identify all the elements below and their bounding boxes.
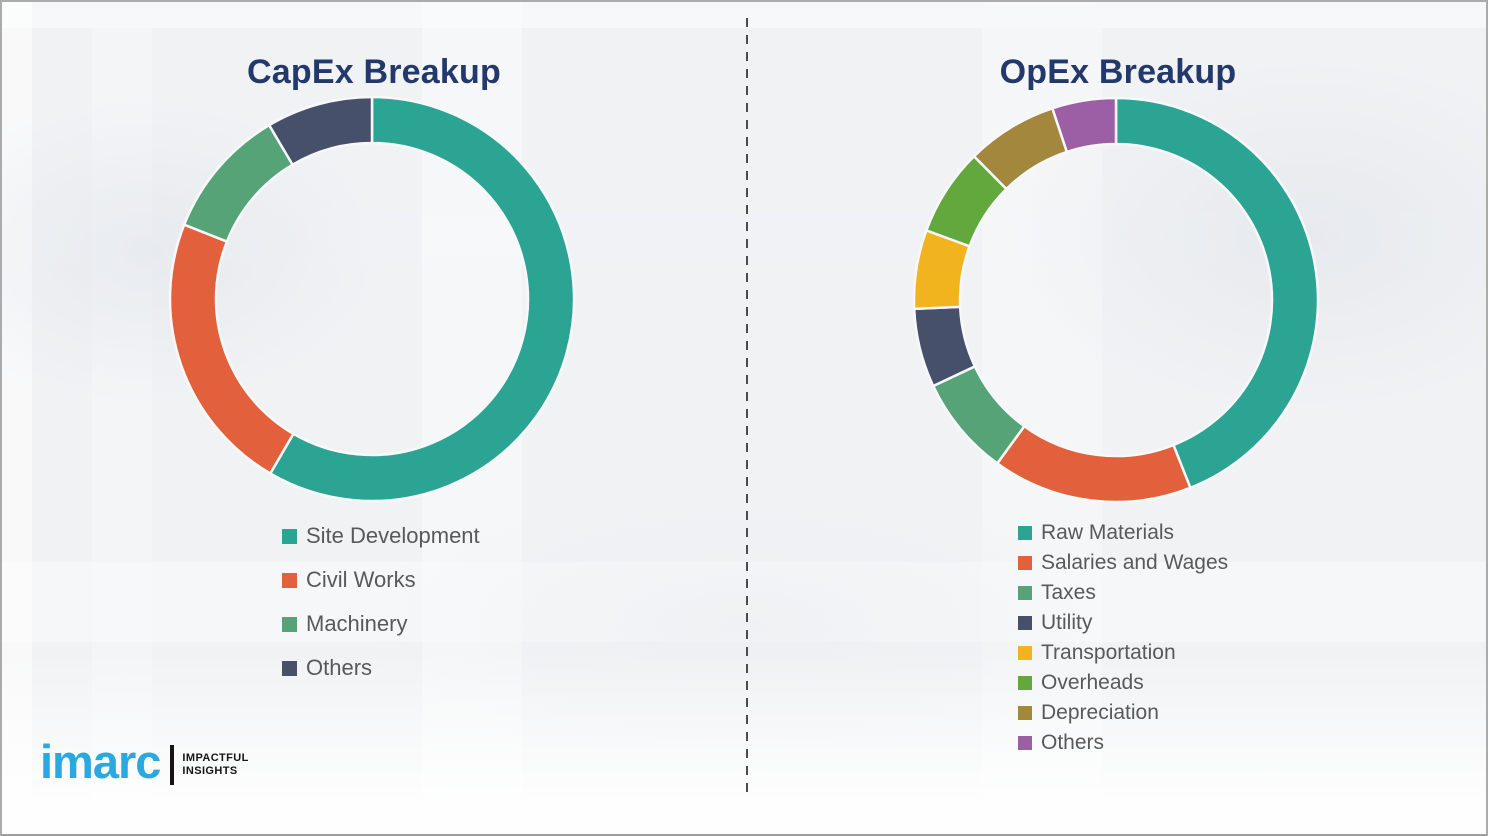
capex-legend: Site Development Civil Works Machinery Othe… — [282, 514, 480, 690]
legend-label: Overheads — [1041, 671, 1144, 694]
donut-segment-site-development — [268, 95, 576, 503]
legend-item-site-development: Site Development — [282, 514, 480, 558]
legend-item-utility: Utility — [1018, 608, 1228, 638]
legend-swatch — [1018, 556, 1032, 570]
capex-chart-title: CapEx Breakup — [247, 52, 501, 91]
legend-label: Raw Materials — [1041, 521, 1175, 544]
legend-item-civil-works: Civil Works — [282, 558, 480, 602]
legend-item-raw-materials: Raw Materials — [1018, 518, 1228, 548]
legend-swatch — [1018, 706, 1032, 720]
legend-item-transportation: Transportation — [1018, 638, 1228, 668]
legend-item-salaries-and-wages: Salaries and Wages — [1018, 548, 1228, 578]
legend-swatch — [1018, 526, 1032, 540]
legend-swatch — [282, 616, 297, 632]
legend-swatch — [1018, 736, 1032, 750]
legend-item-others: Others — [282, 646, 480, 690]
legend-label: Civil Works — [306, 567, 416, 592]
legend-label: Taxes — [1041, 581, 1096, 604]
logo-tagline-line1: IMPACTFUL — [182, 751, 249, 764]
donut-segment-machinery — [182, 123, 295, 244]
imarc-logo: imarc IMPACTFUL INSIGHTS — [40, 738, 249, 785]
legend-swatch — [282, 572, 297, 588]
donut-segment-salaries-and-wages — [995, 424, 1192, 504]
logo-divider-bar — [170, 744, 175, 785]
legend-swatch — [282, 660, 297, 676]
legend-label: Site Development — [306, 523, 480, 548]
donut-segment-others — [267, 95, 374, 167]
legend-item-taxes: Taxes — [1018, 578, 1228, 608]
legend-label: Machinery — [306, 611, 408, 636]
legend-label: Salaries and Wages — [1041, 551, 1229, 574]
donut-ring — [912, 96, 1320, 504]
donut-ring — [168, 95, 576, 503]
legend-item-others: Others — [1018, 728, 1228, 758]
donut-segment-civil-works — [168, 223, 296, 476]
divider-dashed-line — [746, 18, 748, 792]
capex-donut-chart — [166, 93, 578, 505]
legend-swatch — [1018, 646, 1032, 660]
legend-item-machinery: Machinery — [282, 602, 480, 646]
imarc-logo-text: imarc — [40, 735, 161, 788]
opex-chart-title: OpEx Breakup — [999, 52, 1237, 91]
legend-item-depreciation: Depreciation — [1018, 698, 1228, 728]
legend-swatch — [1018, 676, 1032, 690]
legend-swatch — [1018, 616, 1032, 630]
opex-legend: Raw Materials Salaries and Wages Taxes Util… — [1018, 518, 1228, 758]
logo-tagline-line2: INSIGHTS — [182, 764, 238, 777]
logo-tagline: IMPACTFUL INSIGHTS — [182, 752, 248, 778]
legend-swatch — [282, 528, 297, 544]
legend-swatch — [1018, 586, 1032, 600]
opex-donut-chart — [910, 94, 1322, 506]
donut-segment-others — [1050, 96, 1118, 154]
legend-label: Others — [1041, 731, 1105, 754]
donut-segment-raw-materials — [1114, 96, 1320, 490]
legend-label: Others — [306, 655, 373, 680]
legend-item-overheads: Overheads — [1018, 668, 1228, 698]
legend-label: Transportation — [1041, 641, 1176, 664]
legend-label: Depreciation — [1041, 701, 1159, 724]
legend-label: Utility — [1041, 611, 1093, 634]
